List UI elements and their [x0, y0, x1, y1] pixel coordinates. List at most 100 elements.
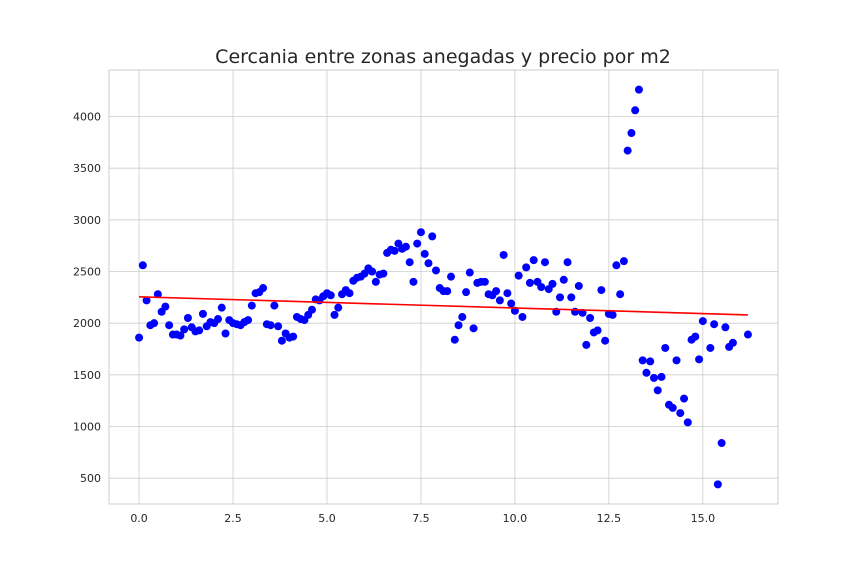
y-tick-label: 2000 — [73, 317, 101, 330]
data-point — [416, 228, 425, 237]
data-point — [454, 321, 463, 330]
data-point — [334, 303, 343, 312]
y-tick-label: 1500 — [73, 369, 101, 382]
x-tick-label: 5.0 — [318, 512, 336, 525]
y-tick-label: 3000 — [73, 214, 101, 227]
data-point — [217, 303, 226, 312]
data-point — [582, 340, 591, 349]
x-tick-label: 7.5 — [412, 512, 430, 525]
data-point — [642, 368, 651, 377]
data-point — [492, 287, 501, 296]
data-point — [259, 284, 268, 293]
grid-lines — [109, 70, 778, 504]
data-point — [499, 250, 508, 259]
data-point — [266, 321, 275, 330]
data-point — [165, 321, 174, 330]
data-point — [447, 272, 456, 281]
data-point — [507, 299, 516, 308]
data-point — [631, 106, 640, 115]
data-point — [138, 261, 147, 270]
data-point — [326, 291, 335, 300]
data-point — [289, 332, 298, 341]
data-point — [458, 312, 467, 321]
data-point — [540, 258, 549, 267]
y-tick-label: 4000 — [73, 111, 101, 124]
data-point — [274, 322, 283, 331]
data-point — [537, 283, 546, 291]
data-point — [420, 249, 429, 258]
data-point — [559, 275, 568, 284]
data-point — [698, 317, 707, 326]
data-point — [612, 261, 621, 270]
data-point — [368, 267, 377, 276]
data-point — [556, 293, 565, 302]
y-tick-label: 500 — [80, 472, 101, 485]
x-tick-label: 10.0 — [503, 512, 528, 525]
y-tick-label: 3500 — [73, 162, 101, 175]
data-point — [213, 315, 222, 324]
trend-line-group — [139, 296, 748, 316]
data-point — [161, 302, 170, 311]
data-point — [668, 403, 677, 412]
data-point — [450, 335, 459, 344]
data-point — [548, 279, 557, 288]
plot-frame — [108, 69, 779, 505]
data-point — [401, 242, 410, 251]
data-point — [379, 269, 388, 278]
data-point — [176, 331, 185, 340]
x-axis: 0.0 2.5 5.0 7.5 10.0 12.5 15.0 — [130, 512, 715, 525]
data-point — [649, 373, 658, 382]
data-point — [371, 277, 380, 286]
x-tick-label: 2.5 — [224, 512, 242, 525]
data-point — [608, 310, 617, 319]
data-point — [424, 259, 433, 268]
data-point — [142, 296, 151, 305]
data-point — [661, 343, 670, 352]
data-point — [244, 316, 253, 325]
data-point — [563, 258, 572, 267]
data-point — [518, 312, 527, 321]
data-point — [529, 256, 538, 265]
data-point — [409, 277, 418, 286]
chart-title: Cercania entre zonas anegadas y precio p… — [215, 46, 671, 68]
data-point — [593, 326, 602, 335]
data-point — [616, 290, 625, 299]
data-point — [676, 409, 685, 418]
data-point — [495, 296, 504, 305]
data-point — [653, 386, 662, 395]
x-tick-label: 12.5 — [597, 512, 622, 525]
data-point — [721, 323, 730, 332]
y-tick-label: 2500 — [73, 266, 101, 279]
x-tick-label: 0.0 — [130, 512, 148, 525]
data-point — [330, 310, 339, 319]
data-point — [680, 394, 689, 403]
data-point — [150, 319, 159, 328]
y-axis: 500 1000 1500 2000 2500 3000 3500 4000 — [73, 111, 101, 486]
data-point — [277, 336, 286, 345]
trend-line — [139, 296, 748, 316]
data-point — [567, 293, 576, 302]
data-point — [198, 309, 207, 318]
data-point — [522, 263, 531, 272]
data-point — [135, 333, 144, 342]
data-point — [221, 329, 230, 338]
data-point — [183, 314, 192, 322]
data-point — [691, 332, 700, 341]
data-points — [135, 85, 752, 489]
data-point — [307, 305, 316, 314]
data-point — [413, 239, 422, 248]
data-point — [646, 357, 655, 366]
data-point — [695, 355, 704, 364]
data-point — [480, 277, 489, 286]
data-point — [683, 418, 692, 427]
data-point — [713, 480, 722, 489]
data-point — [574, 281, 583, 290]
data-point — [345, 289, 354, 298]
data-point — [443, 287, 452, 296]
data-point — [247, 301, 256, 310]
data-point — [672, 356, 681, 365]
data-point — [638, 356, 647, 365]
data-point — [706, 343, 715, 352]
data-point — [619, 257, 628, 266]
